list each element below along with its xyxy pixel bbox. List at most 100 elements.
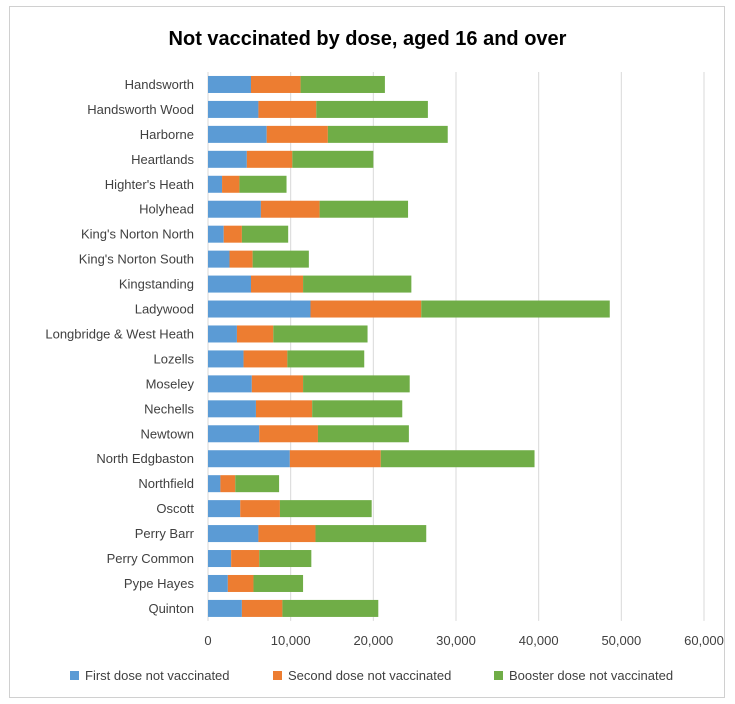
category-labels: Handsworth Handsworth Wood Harborne Heartla… (45, 77, 194, 616)
bar-segment-series-1 (208, 425, 260, 443)
category-label: Handsworth (125, 77, 194, 92)
bar-segment-series-1 (208, 350, 244, 368)
bar-segment-series-2 (250, 75, 301, 93)
bar-segment-series-3 (319, 200, 409, 218)
bar-segment-series-3 (279, 500, 372, 518)
bar-segment-series-2 (243, 350, 288, 368)
bar-segment-series-2 (227, 574, 254, 592)
bar-segment-series-1 (208, 100, 259, 118)
bar-segment-series-2 (246, 150, 293, 168)
category-label: North Edgbaston (96, 451, 194, 466)
bar-segment-series-2 (236, 325, 274, 343)
category-label: Northfield (138, 476, 194, 491)
category-label: Newtown (141, 426, 194, 441)
bar-segment-series-3 (315, 525, 427, 543)
bar-segment-series-2 (258, 525, 316, 543)
x-tick-labels: 0 10,000 20,000 30,000 40,000 50,000 60,000 (204, 633, 724, 648)
bar-segment-series-1 (208, 150, 247, 168)
bar-segment-series-3 (253, 574, 304, 592)
category-label: Highter's Heath (105, 177, 194, 192)
bar-segment-series-2 (241, 599, 283, 617)
bar-segment-series-3 (316, 100, 428, 118)
category-label: Perry Barr (135, 526, 195, 541)
legend: First dose not vaccinated Second dose not… (0, 668, 735, 688)
bar-segment-series-1 (208, 125, 267, 143)
bars (208, 75, 610, 617)
bar-segment-series-1 (208, 525, 259, 543)
bar-segment-series-3 (380, 450, 535, 468)
category-label: Oscott (156, 501, 194, 516)
bar-segment-series-2 (222, 175, 240, 193)
category-label: Quinton (148, 601, 194, 616)
bar-segment-series-1 (208, 175, 223, 193)
legend-label: Booster dose not vaccinated (509, 668, 674, 683)
bar-segment-series-1 (208, 500, 241, 518)
legend-label: Second dose not vaccinated (288, 668, 452, 683)
bar-segment-series-2 (251, 375, 304, 393)
legend-swatch (70, 671, 79, 680)
chart-title: Not vaccinated by dose, aged 16 and over (168, 28, 567, 50)
category-label: Pype Hayes (124, 576, 195, 591)
bar-segment-series-3 (287, 350, 365, 368)
bar-segment-series-1 (208, 275, 251, 293)
chart-frame (9, 6, 725, 698)
x-tick-label: 40,000 (519, 633, 559, 648)
bar-segment-series-2 (260, 200, 320, 218)
legend-swatch (494, 671, 503, 680)
legend-label: First dose not vaccinated (85, 668, 230, 683)
x-tick-label: 10,000 (271, 633, 311, 648)
bar-segment-series-3 (259, 550, 312, 568)
bar-segment-series-1 (208, 200, 261, 218)
bar-segment-series-3 (312, 400, 403, 418)
bar-segment-series-3 (282, 599, 379, 617)
bar-segment-series-2 (223, 225, 242, 243)
bar-segment-series-2 (229, 250, 253, 268)
bar-segment-series-1 (208, 450, 290, 468)
bar-segment-series-2 (258, 100, 317, 118)
bar-segment-series-3 (239, 175, 287, 193)
category-label: King's Norton South (79, 252, 194, 267)
legend-item: Booster dose not vaccinated (494, 668, 673, 683)
category-label: Holyhead (139, 202, 194, 217)
bar-segment-series-3 (421, 300, 610, 318)
bar-segment-series-2 (310, 300, 422, 318)
bar-segment-series-1 (208, 300, 311, 318)
category-label: Heartlands (131, 152, 194, 167)
x-tick-label: 20,000 (353, 633, 393, 648)
bar-segment-series-3 (300, 75, 385, 93)
category-label: King's Norton North (81, 227, 194, 242)
bar-segment-series-3 (252, 250, 309, 268)
category-label: Lozells (154, 351, 195, 366)
category-label: Longbridge & West Heath (45, 326, 194, 341)
bar-segment-series-1 (208, 325, 237, 343)
bar-segment-series-2 (255, 400, 313, 418)
legend-item: First dose not vaccinated (70, 668, 230, 683)
bar-segment-series-1 (208, 250, 230, 268)
x-tick-label: 30,000 (436, 633, 476, 648)
bar-segment-series-2 (266, 125, 328, 143)
category-label: Handsworth Wood (87, 102, 194, 117)
category-label: Perry Common (107, 551, 194, 566)
legend-swatch (273, 671, 282, 680)
bar-segment-series-3 (273, 325, 368, 343)
bar-segment-series-2 (231, 550, 260, 568)
bar-segment-series-3 (303, 375, 410, 393)
bar-segment-series-2 (250, 275, 304, 293)
x-tick-label: 60,000 (684, 633, 724, 648)
category-label: Moseley (146, 376, 195, 391)
bar-segment-series-3 (327, 125, 448, 143)
x-tick-label: 0 (204, 633, 211, 648)
bar-segment-series-3 (241, 225, 289, 243)
bar-segment-series-1 (208, 599, 242, 617)
bar-segment-series-1 (208, 225, 224, 243)
legend-item: Second dose not vaccinated (273, 668, 451, 683)
bar-segment-series-1 (208, 75, 251, 93)
category-label: Harborne (140, 127, 194, 142)
bar-segment-series-3 (235, 475, 280, 493)
bar-segment-series-2 (289, 450, 381, 468)
x-tick-label: 50,000 (601, 633, 641, 648)
bar-segment-series-1 (208, 400, 256, 418)
category-label: Kingstanding (119, 277, 194, 292)
bar-segment-series-3 (317, 425, 409, 443)
